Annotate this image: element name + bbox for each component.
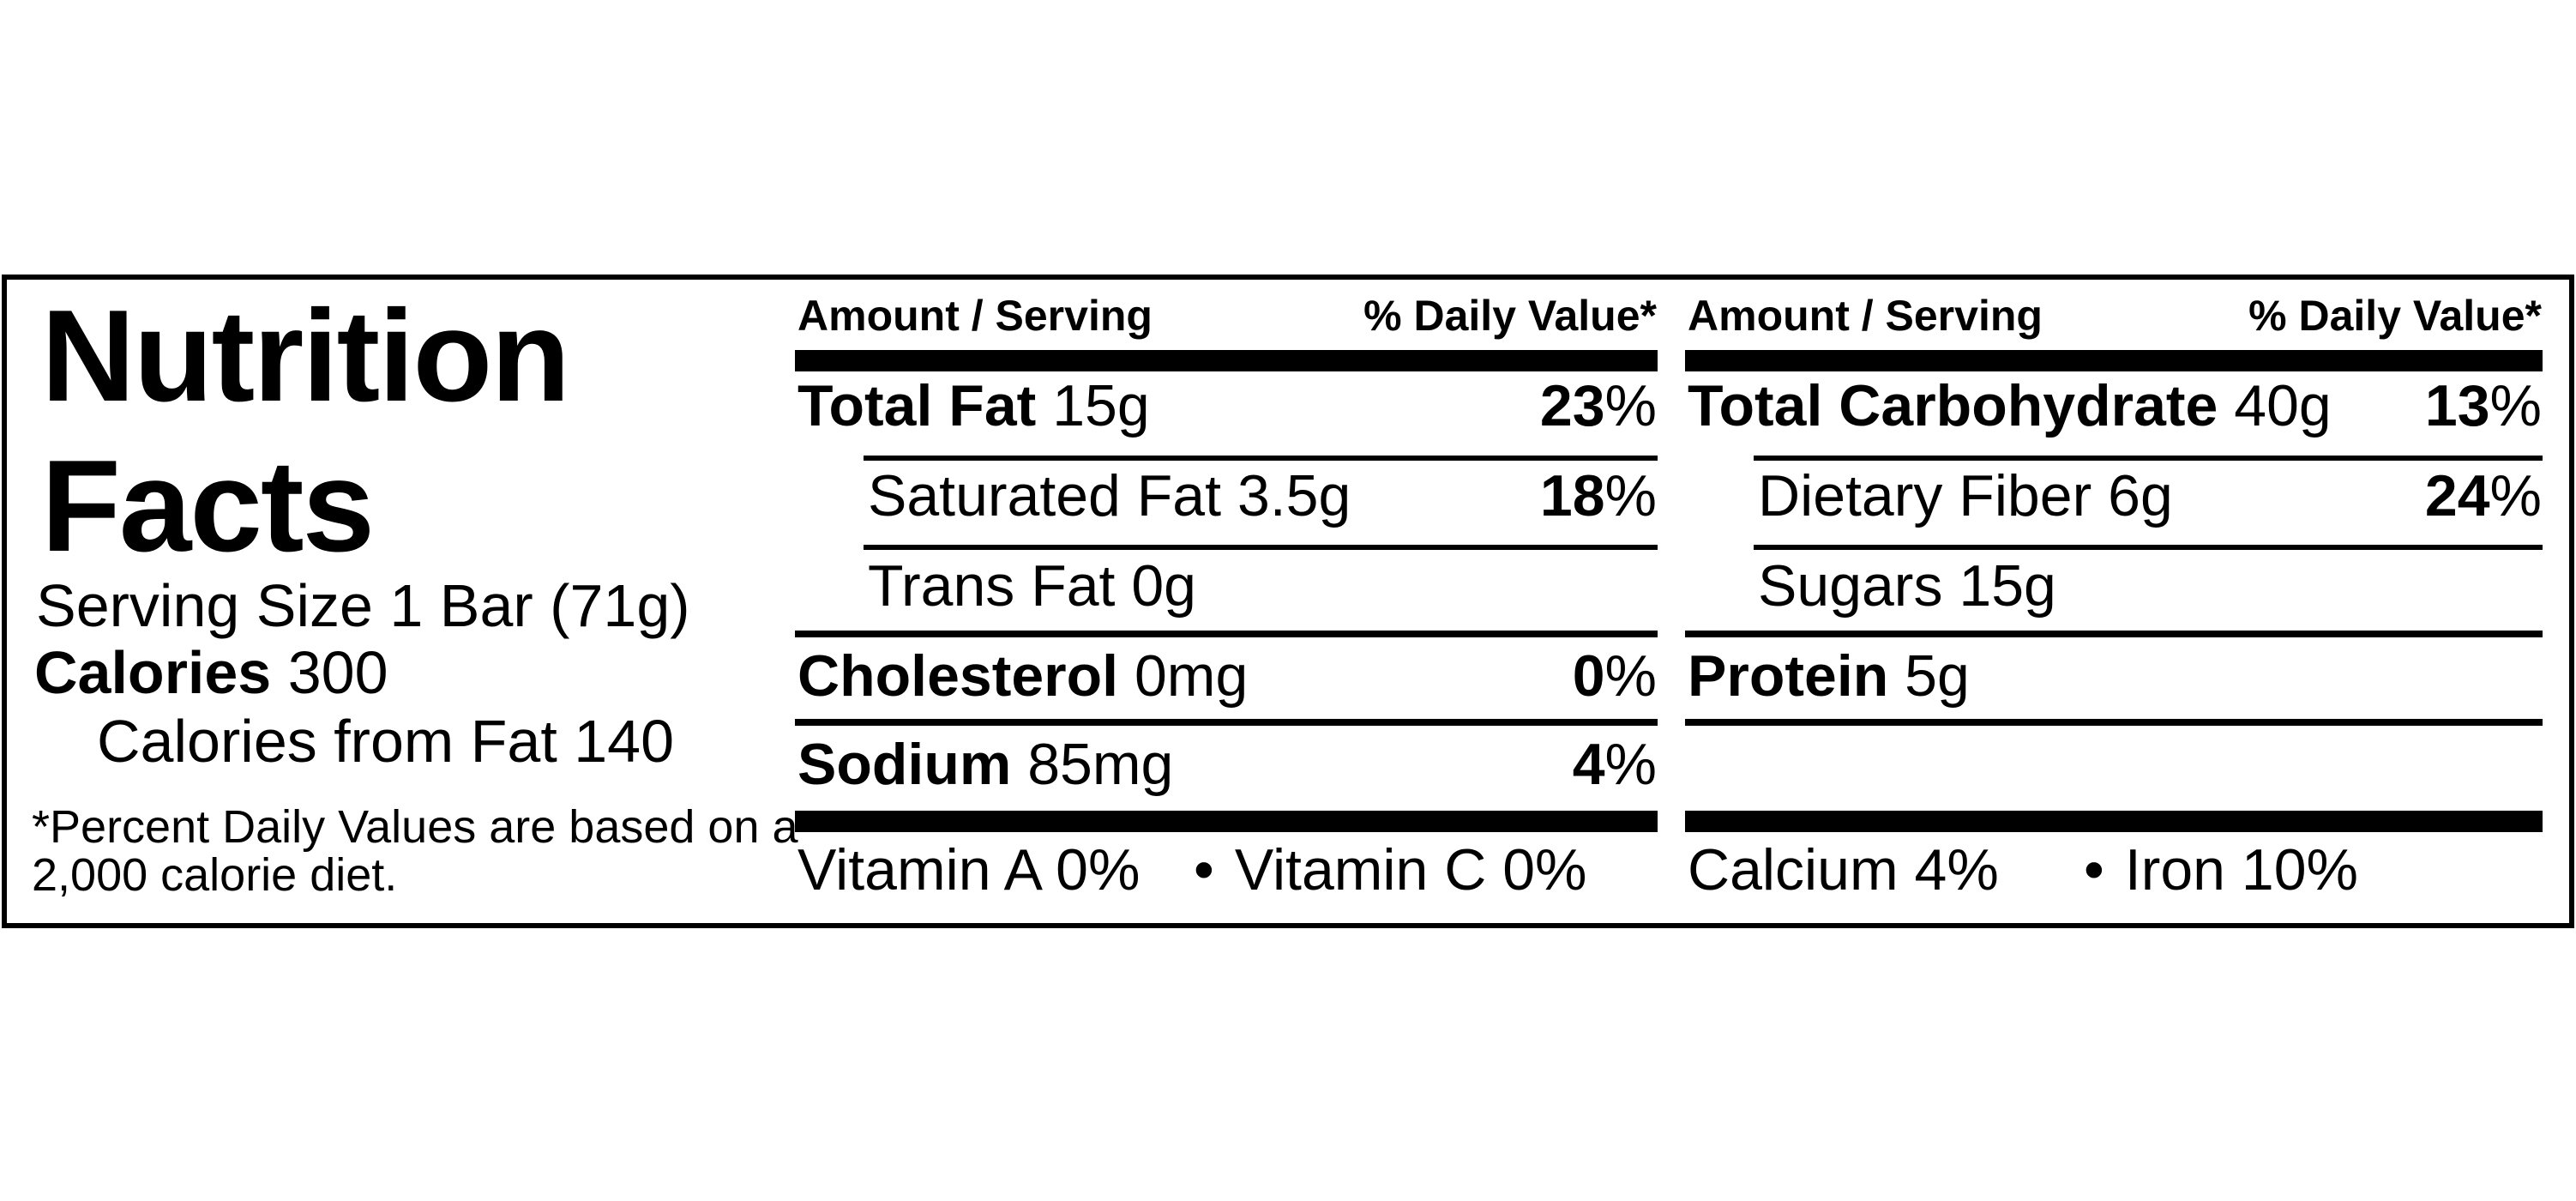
- nutrient-name: Saturated Fat: [868, 463, 1222, 528]
- nutrient-daily-value: 13%: [2424, 373, 2542, 438]
- nutrient-amount: 85mg: [1027, 732, 1174, 797]
- nutrient-row-total-fat: Total Fat 15g 23%: [797, 376, 1657, 436]
- divider: [1754, 456, 2543, 461]
- nutrient-daily-value: 0%: [1572, 643, 1657, 709]
- divider-bar: [1685, 811, 2543, 832]
- nutrient-name: Protein: [1688, 643, 1889, 709]
- nutrient-column-fats: Amount / Serving % Daily Value* Total Fa…: [795, 280, 1658, 923]
- column-header-daily-value: % Daily Value*: [1363, 292, 1657, 340]
- nutrient-daily-value: 23%: [1539, 373, 1657, 438]
- vitamin-c-value: Vitamin C 0%: [1234, 837, 1587, 902]
- nutrient-amount: 15g: [1052, 373, 1150, 438]
- divider: [1754, 545, 2543, 550]
- nutrient-row-sugars: Sugars 15g: [1688, 556, 2542, 616]
- nutrient-amount: 0mg: [1134, 643, 1249, 709]
- footnote-line2: 2,000 calorie diet.: [32, 849, 398, 901]
- column-header: Amount / Serving % Daily Value*: [1688, 293, 2542, 338]
- column-header-daily-value: % Daily Value*: [2248, 292, 2542, 340]
- nutrient-name: Trans Fat: [868, 553, 1116, 619]
- calcium-value: Calcium 4%: [1688, 837, 1999, 902]
- bullet-separator: •: [2084, 837, 2104, 902]
- nutrient-name: Sugars: [1758, 553, 1943, 619]
- calories-label: Calories: [34, 639, 272, 706]
- column-header: Amount / Serving % Daily Value*: [797, 293, 1657, 338]
- calories-row: Calories 300: [34, 643, 388, 703]
- divider-bar: [1685, 350, 2543, 371]
- nutrient-amount: 6g: [2108, 463, 2173, 528]
- nutrient-amount: 5g: [1905, 643, 1970, 709]
- nutrient-row-sodium: Sodium 85mg 4%: [797, 734, 1657, 794]
- vitamins-row: Vitamin A 0% • Vitamin C 0%: [797, 840, 1587, 900]
- column-header-amount: Amount / Serving: [1688, 292, 2043, 340]
- divider-bar: [795, 350, 1658, 371]
- divider: [864, 456, 1658, 461]
- footnote-line1: *Percent Daily Values are based on a: [32, 801, 798, 853]
- nutrient-daily-value: 4%: [1572, 732, 1657, 797]
- nutrient-amount: 0g: [1131, 553, 1196, 619]
- calories-value: 300: [287, 639, 388, 706]
- calories-from-fat-text: Calories from Fat 140: [97, 708, 675, 775]
- nutrient-row-total-carbohydrate: Total Carbohydrate 40g 13%: [1688, 376, 2542, 436]
- nutrient-row-cholesterol: Cholesterol 0mg 0%: [797, 646, 1657, 706]
- divider: [795, 719, 1658, 726]
- nutrient-name: Total Carbohydrate: [1688, 373, 2218, 438]
- bullet-separator: •: [1194, 837, 1214, 902]
- divider: [795, 631, 1658, 637]
- nutrient-amount: 3.5g: [1237, 463, 1351, 528]
- serving-size-text: Serving Size 1 Bar (71g): [36, 572, 690, 639]
- label-title-line1: Nutrition: [41, 283, 570, 429]
- minerals-row: Calcium 4% • Iron 10%: [1688, 840, 2358, 900]
- nutrition-facts-label: Nutrition Facts Serving Size 1 Bar (71g)…: [2, 275, 2574, 928]
- nutrient-name: Sodium: [797, 732, 1012, 797]
- divider: [1685, 631, 2543, 637]
- nutrient-name: Total Fat: [797, 373, 1037, 438]
- divider: [1685, 719, 2543, 726]
- nutrient-daily-value: 18%: [1539, 463, 1657, 528]
- iron-value: Iron 10%: [2124, 837, 2358, 902]
- nutrient-amount: 40g: [2234, 373, 2332, 438]
- nutrient-row-protein: Protein 5g: [1688, 646, 2542, 706]
- nutrient-amount: 15g: [1959, 553, 2056, 619]
- label-title: Nutrition Facts: [41, 281, 570, 582]
- nutrient-row-dietary-fiber: Dietary Fiber 6g 24%: [1688, 466, 2542, 526]
- nutrient-daily-value: 24%: [2424, 463, 2542, 528]
- daily-value-footnote: *Percent Daily Values are based on a 2,0…: [32, 803, 798, 899]
- column-header-amount: Amount / Serving: [797, 292, 1153, 340]
- nutrient-row-saturated-fat: Saturated Fat 3.5g 18%: [797, 466, 1657, 526]
- vitamin-a-value: Vitamin A 0%: [797, 837, 1141, 902]
- nutrient-name: Cholesterol: [797, 643, 1119, 709]
- nutrient-name: Dietary Fiber: [1758, 463, 2092, 528]
- divider-bar: [795, 811, 1658, 832]
- divider: [864, 545, 1658, 550]
- label-title-line2: Facts: [41, 433, 375, 579]
- nutrient-row-trans-fat: Trans Fat 0g: [797, 556, 1657, 616]
- nutrient-column-carbohydrates: Amount / Serving % Daily Value* Total Ca…: [1685, 280, 2543, 923]
